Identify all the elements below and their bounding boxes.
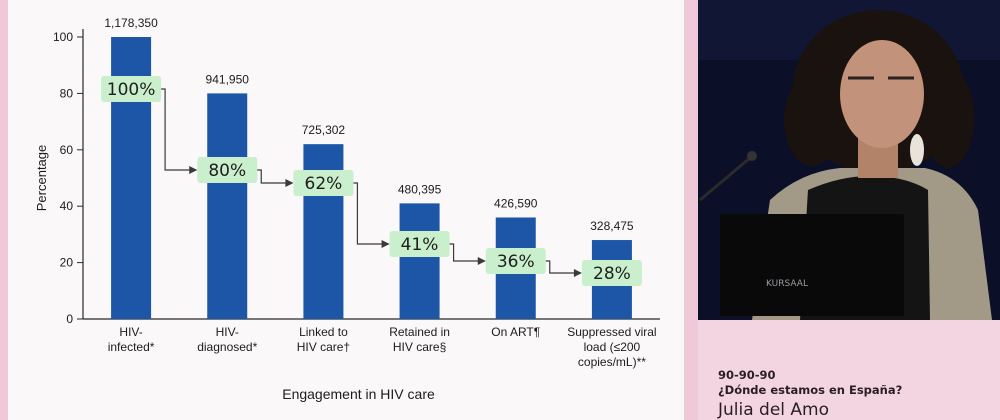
- caption-heading: 90-90-90: [718, 368, 776, 382]
- percent-callout-label: 100%: [107, 80, 156, 100]
- bar-count-label: 426,590: [494, 196, 538, 210]
- y-axis-title: Percentage: [34, 145, 49, 212]
- category-label: Retained in HIV care§: [389, 325, 450, 354]
- cascade-connector: [257, 169, 293, 184]
- percent-callout-box: [581, 260, 642, 286]
- percent-callout-box: [293, 170, 354, 196]
- bar-count-label: 328,475: [590, 219, 634, 233]
- cascade-connector: [449, 243, 485, 262]
- bar: [399, 203, 440, 319]
- percent-callout-box: [197, 157, 258, 183]
- y-tick-label: 80: [60, 86, 74, 100]
- speaker-photo: KURSAAL: [698, 0, 1000, 320]
- cascade-arrowhead: [573, 269, 582, 277]
- percent-callout-label: 80%: [208, 161, 246, 181]
- x-axis-title: Engagement in HIV care: [282, 386, 435, 402]
- svg-text:KURSAAL: KURSAAL: [766, 279, 808, 289]
- caption-speaker-name: Julia del Amo: [718, 400, 830, 420]
- cascade-connector: [353, 182, 389, 245]
- y-tick-label: 20: [60, 256, 74, 270]
- percent-callout-label: 28%: [593, 264, 631, 284]
- caption-panel: [698, 320, 1000, 420]
- chart: 0 20 40 60 80 100 Percentage 1,178,350 HIV-infec…: [34, 16, 660, 402]
- caption-background: [698, 320, 1000, 420]
- cascade-arrowhead: [189, 166, 198, 174]
- percent-callout-box: [101, 76, 162, 102]
- y-tick-label: 0: [66, 312, 73, 326]
- y-tick-label: 100: [53, 30, 73, 44]
- percent-callout-label: 41%: [401, 235, 439, 255]
- category-label: Linked to HIV care†: [297, 325, 350, 354]
- category-label: HIV-diagnosed*: [197, 325, 257, 354]
- y-tick-label: 40: [60, 199, 74, 213]
- bar: [207, 93, 248, 320]
- percent-callout-box: [485, 248, 546, 274]
- percent-callout-box: [389, 231, 450, 257]
- bar-count-label: 941,950: [206, 72, 250, 86]
- caption-subheading: ¿Dónde estamos en España?: [718, 383, 903, 397]
- cascade-arrowhead: [285, 179, 294, 187]
- bar-count-label: 480,395: [398, 182, 442, 196]
- cascade-connector: [545, 260, 581, 274]
- category-label: Suppressed viral load (≤200 copies/mL)**: [567, 325, 656, 369]
- bar-count-label: 725,302: [302, 123, 346, 137]
- cascade-connector: [161, 88, 197, 171]
- percent-callout-label: 36%: [497, 252, 535, 272]
- cascade-arrowhead: [477, 257, 486, 265]
- percent-callout-label: 62%: [305, 174, 343, 194]
- y-tick-label: 60: [60, 143, 74, 157]
- category-label: HIV-infected*: [108, 325, 155, 354]
- bar-count-label: 1,178,350: [104, 16, 158, 30]
- category-label: On ART¶: [491, 325, 540, 339]
- caption: 90-90-90 ¿Dónde estamos en España? Julia…: [718, 368, 988, 420]
- cascade-arrowhead: [381, 240, 390, 248]
